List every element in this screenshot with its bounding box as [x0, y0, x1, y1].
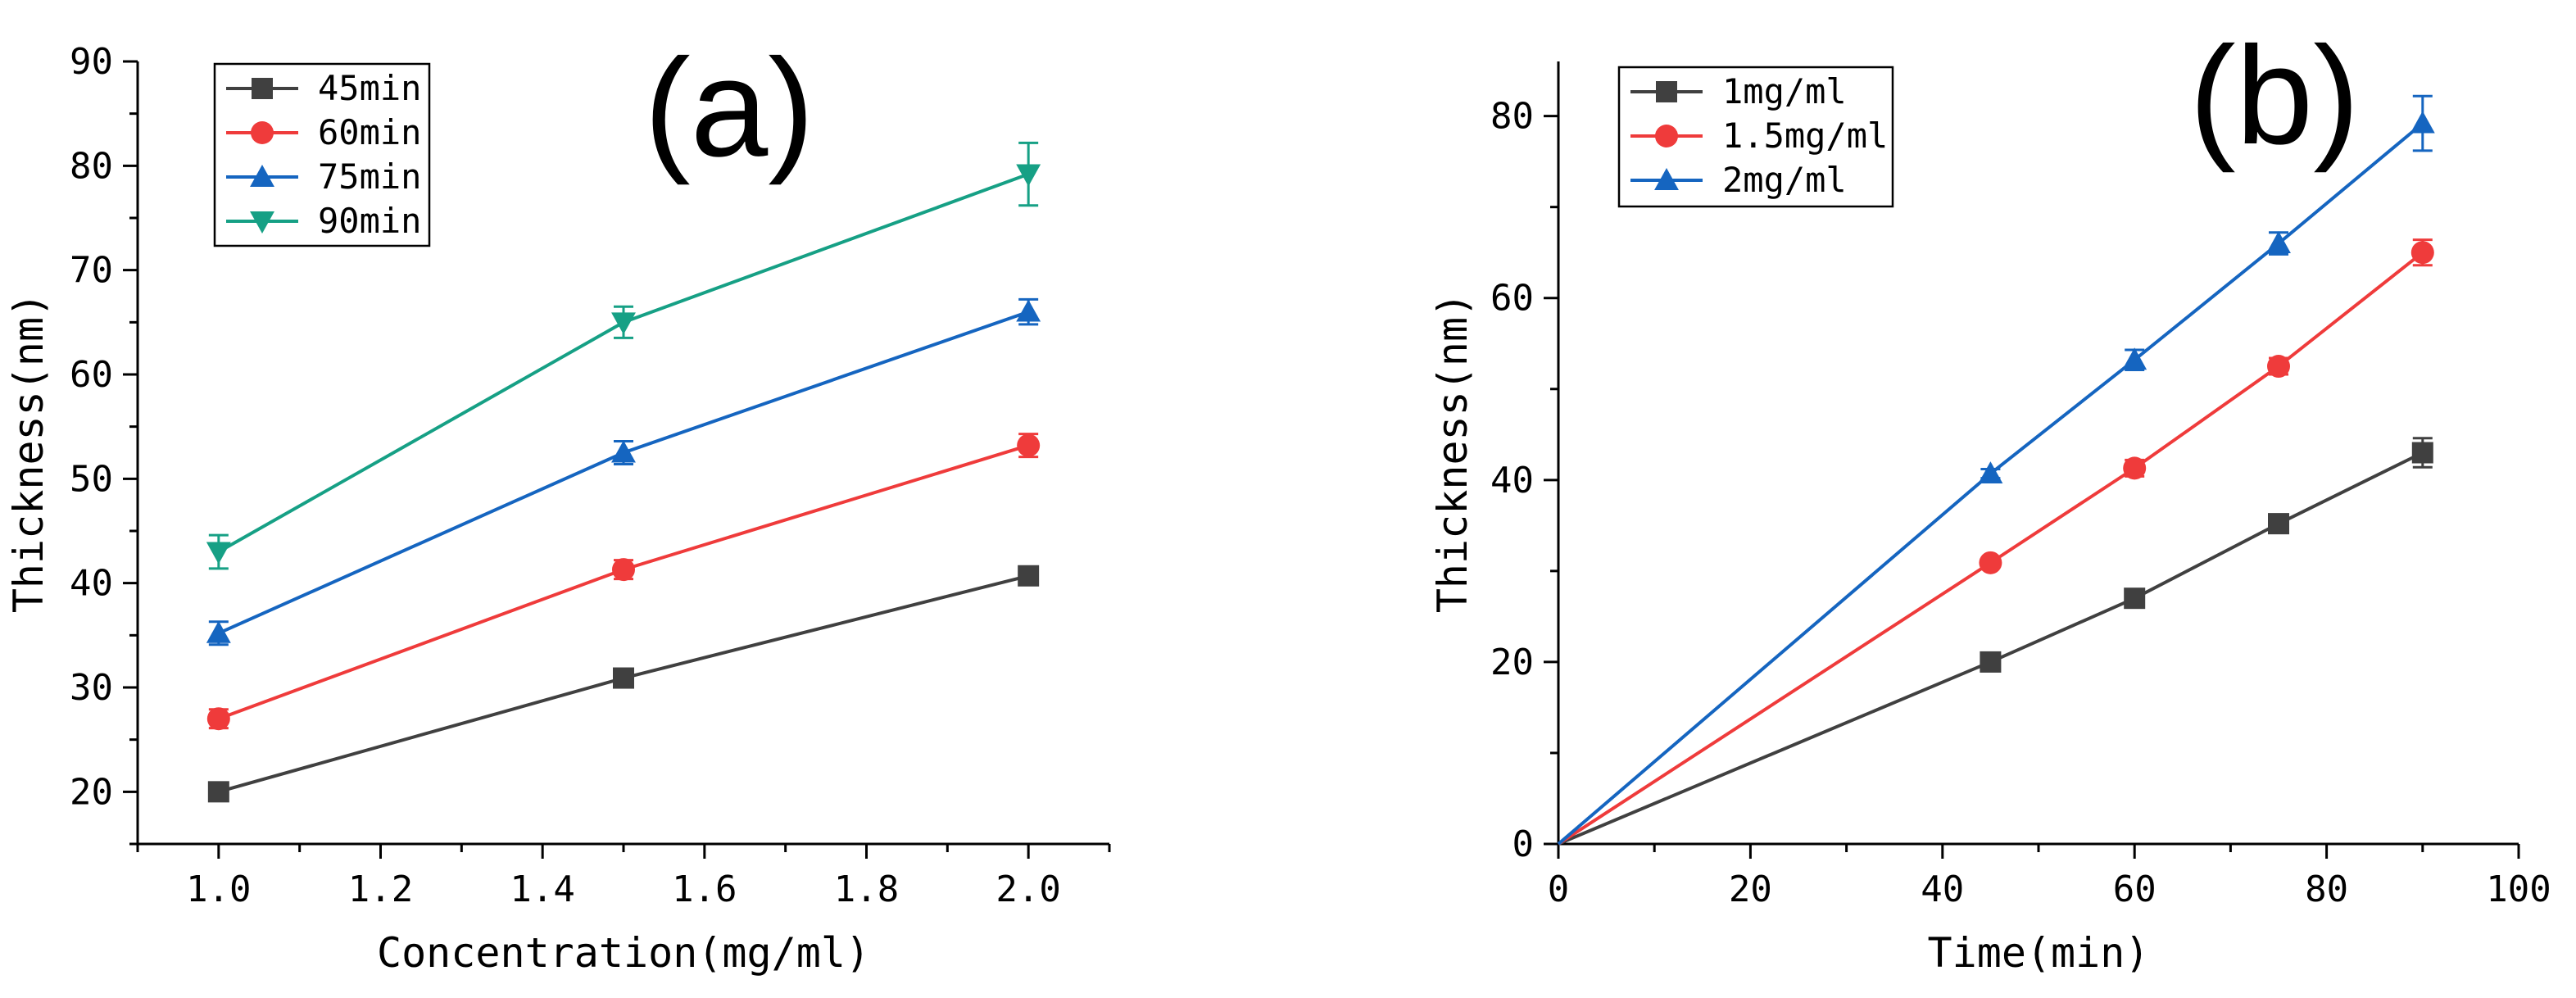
panel-label: (a): [644, 30, 814, 186]
data-point: [2410, 241, 2434, 265]
data-point: [1016, 164, 1041, 187]
x-tick-label: 20: [1729, 869, 1772, 910]
series-line: [218, 310, 1029, 635]
data-point: [612, 558, 635, 582]
data-point: [206, 620, 231, 643]
data-point: [207, 781, 229, 803]
x-tick-label: 1.0: [186, 869, 251, 910]
x-axis-title: Time(min): [1928, 929, 2150, 977]
data-point: [613, 667, 634, 689]
series-4: [206, 141, 1041, 570]
x-axis-title: Concentration(mg/ml): [377, 929, 870, 977]
y-tick-label: 30: [70, 667, 113, 709]
x-tick-label: 60: [2113, 869, 2156, 910]
y-axis-title: Thickness(nm): [5, 293, 52, 613]
series-3: [1557, 94, 2435, 846]
legend-marker: [1654, 168, 1679, 190]
x-tick-label: 0: [1548, 869, 1570, 910]
x-tick-label: 100: [2486, 869, 2551, 910]
data-point: [611, 440, 636, 463]
series-2: [206, 433, 1041, 731]
data-point: [206, 542, 231, 565]
legend-marker: [250, 165, 274, 187]
legend-label: 1.5mg/ml: [1722, 116, 1888, 156]
data-point: [2267, 355, 2290, 379]
series-1: [207, 565, 1040, 803]
data-point: [1980, 651, 2002, 673]
data-point: [1016, 299, 1041, 322]
data-point: [1018, 565, 1040, 587]
legend-marker: [1656, 81, 1677, 102]
data-point: [1979, 551, 2002, 574]
x-tick-label: 80: [2305, 869, 2348, 910]
data-point: [2123, 456, 2147, 480]
data-point: [2268, 513, 2289, 535]
data-point: [2410, 111, 2435, 134]
legend-label: 45min: [318, 68, 421, 108]
chart-panel-a: 1.0 1.2 1.4 1.6 1.8 2.0 20 30 40 50 60 70 80 90 Concen…: [5, 30, 1111, 977]
x-tick-label: 1.6: [672, 869, 737, 910]
data-point: [2122, 347, 2147, 370]
panel-label: (b): [2189, 18, 2360, 174]
y-tick-label: 50: [70, 458, 113, 500]
y-axis-title: Thickness(nm): [1429, 293, 1476, 613]
y-tick-label: 60: [70, 354, 113, 396]
legend-label: 90min: [318, 201, 421, 241]
y-tick-label: 40: [70, 563, 113, 605]
x-tick-label: 1.2: [348, 869, 413, 910]
legend-marker: [250, 211, 274, 234]
legend-marker: [1655, 125, 1678, 147]
series-1: [1558, 437, 2433, 846]
series-line: [1557, 121, 2424, 846]
legend-marker: [251, 121, 274, 144]
data-point: [1978, 461, 2003, 484]
legend-label: 60min: [318, 112, 421, 152]
y-tick-label: 40: [1490, 460, 1534, 501]
data-point: [2266, 231, 2291, 254]
y-tick-label: 80: [70, 145, 113, 187]
chart-panel-b: 0 20 40 60 80 100 0 20 40 60 80 Time(min) Thickness(…: [1429, 18, 2551, 977]
y-tick-label: 0: [1512, 823, 1535, 865]
x-tick-label: 40: [1921, 869, 1964, 910]
x-tick-label: 1.8: [834, 869, 899, 910]
y-tick-label: 80: [1490, 96, 1534, 138]
data-point: [2411, 442, 2433, 464]
x-tick-label: 1.4: [510, 869, 574, 910]
legend-marker: [252, 78, 273, 99]
y-tick-label: 20: [70, 771, 113, 813]
legend-box: [213, 62, 431, 247]
y-tick-label: 60: [1490, 278, 1534, 320]
data-point: [206, 707, 230, 731]
legend-label: 1mg/ml: [1722, 71, 1847, 111]
y-tick-label: 70: [70, 250, 113, 292]
x-tick-label: 2.0: [995, 869, 1060, 910]
data-point: [1017, 433, 1041, 457]
y-tick-label: 90: [70, 41, 113, 83]
series-3: [206, 297, 1041, 646]
series-line: [1557, 251, 2424, 846]
data-point: [2124, 587, 2146, 610]
legend-label: 2mg/ml: [1722, 160, 1847, 200]
data-point: [611, 312, 636, 335]
series-2: [1557, 238, 2434, 846]
legend-label: 75min: [318, 157, 421, 197]
series-line: [1558, 451, 2424, 846]
y-tick-label: 20: [1490, 642, 1534, 683]
